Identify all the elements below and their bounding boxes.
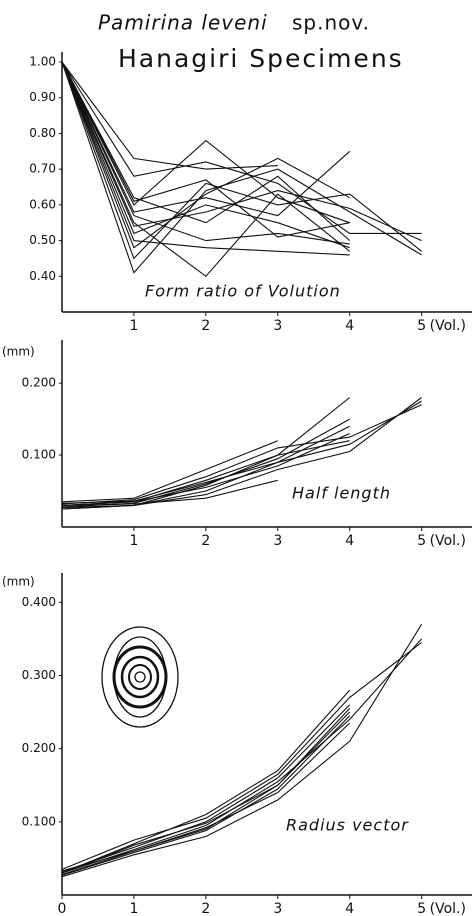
specimen-line <box>61 61 351 242</box>
figure-title: Hanagiri Specimens <box>118 44 404 73</box>
specimen-line <box>61 722 351 872</box>
y-tick-label: 0.70 <box>29 162 56 176</box>
y-tick-label: 0.200 <box>22 741 56 755</box>
x-tick-label: 4 <box>345 901 354 916</box>
y-tick-label: 0.200 <box>22 376 56 390</box>
specimen-line <box>61 61 422 242</box>
x-tick-label: 2 <box>201 318 210 334</box>
specimen-line <box>61 61 350 245</box>
specimen-line <box>61 61 350 249</box>
specimen-line <box>61 61 422 274</box>
y-tick-label: 0.50 <box>29 233 56 247</box>
x-tick-label: 3 <box>273 318 282 334</box>
y-tick-label: 0.300 <box>22 668 56 682</box>
x-tick-label: 1 <box>129 533 138 549</box>
specimen-line <box>61 61 350 256</box>
x-tick-label: 5 <box>417 901 426 916</box>
x-tick-label: 4 <box>345 533 354 549</box>
specimen-line <box>61 61 350 238</box>
y-tick-label: 0.100 <box>22 814 56 828</box>
x-tick-label: 2 <box>201 901 210 916</box>
specimen-line <box>61 432 350 506</box>
x-tick-label: 1 <box>129 901 138 916</box>
specimen-line <box>61 404 422 505</box>
y-axis-label: (mm) <box>2 575 35 589</box>
y-tick-label: 0.80 <box>29 126 56 140</box>
x-tick-label: 3 <box>273 901 282 916</box>
x-tick-label: 5 <box>417 533 426 549</box>
specimen-line <box>61 715 351 876</box>
specimen-line <box>61 704 351 873</box>
y-tick-label: 0.60 <box>29 197 56 211</box>
specimen-line <box>61 61 351 217</box>
y-tick-label: 0.400 <box>22 595 56 609</box>
specimen-line <box>61 479 278 506</box>
x-axis-label: (Vol.) <box>430 533 466 549</box>
specimen-line <box>61 638 423 874</box>
specimen-line <box>61 61 350 224</box>
y-tick-label: 1.00 <box>29 55 56 69</box>
specimen-line <box>61 400 422 504</box>
species-name: Pamirina leveni <box>98 11 268 35</box>
specimen-line <box>61 61 350 249</box>
x-tick-label: 4 <box>345 318 354 334</box>
x-tick-label: 0 <box>58 901 67 916</box>
specimen-line <box>61 642 422 870</box>
y-tick-label: 0.100 <box>22 448 56 462</box>
x-axis-label: (Vol.) <box>430 901 466 916</box>
specimen-line <box>61 61 351 278</box>
x-tick-label: 3 <box>273 533 282 549</box>
annotation: Half length <box>292 484 391 503</box>
species-suffix: sp.nov. <box>292 11 370 35</box>
specimen-line <box>61 61 422 234</box>
specimen-line <box>61 711 351 876</box>
specimen-line <box>61 708 351 874</box>
fusuline-sketch <box>101 626 179 728</box>
specimen-line <box>61 61 278 170</box>
y-tick-label: 0.90 <box>29 90 56 104</box>
x-axis-label: (Vol.) <box>430 318 466 334</box>
x-tick-label: 2 <box>201 533 210 549</box>
x-tick-label: 1 <box>129 318 138 334</box>
y-axis-label: (mm) <box>2 345 35 359</box>
y-tick-label: 0.40 <box>29 269 56 283</box>
specimen-line <box>61 440 350 510</box>
specimen-line <box>61 623 423 878</box>
specimen-line <box>61 61 422 260</box>
x-tick-label: 5 <box>417 318 426 334</box>
specimen-line <box>61 440 279 503</box>
specimen-line <box>61 689 351 874</box>
annotation: Form ratio of Volution <box>145 282 341 301</box>
annotation: Radius vector <box>286 816 409 835</box>
